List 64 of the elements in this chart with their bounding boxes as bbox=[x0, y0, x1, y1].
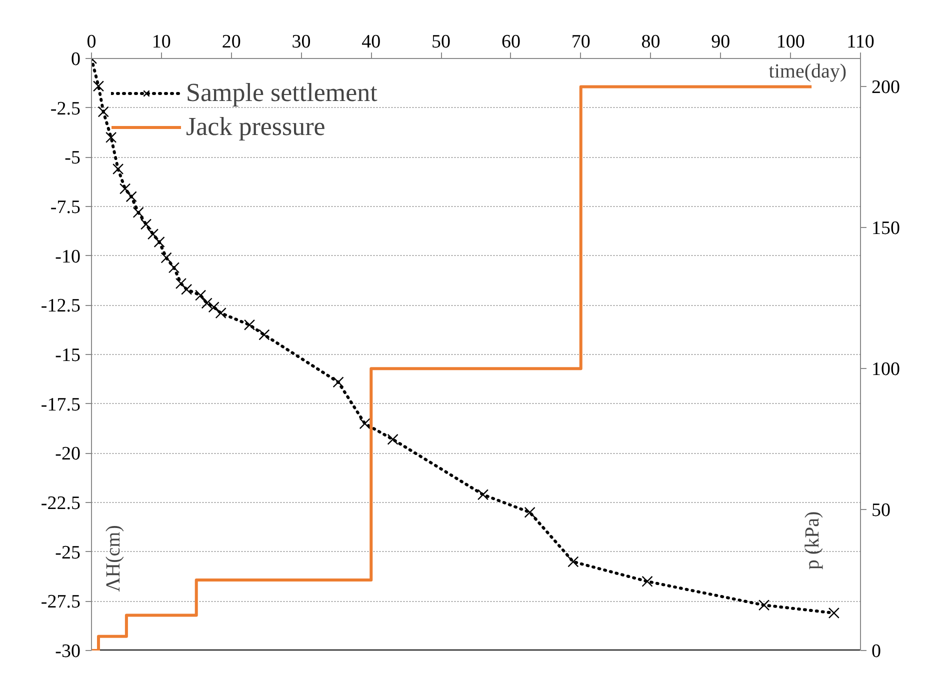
y-tick-label: -7.5 bbox=[50, 197, 80, 218]
point bbox=[120, 183, 131, 194]
point bbox=[208, 302, 220, 313]
point bbox=[387, 434, 398, 445]
point bbox=[244, 319, 256, 330]
y-tick-label: -17.5 bbox=[40, 394, 80, 416]
point bbox=[98, 106, 109, 118]
x-tick-label: 20 bbox=[222, 32, 241, 52]
x-tick-label: 40 bbox=[362, 32, 381, 52]
x-tick-label: 90 bbox=[711, 32, 730, 52]
x-axis-title: time(day) bbox=[768, 60, 847, 82]
point bbox=[126, 191, 137, 202]
point bbox=[181, 284, 192, 295]
point bbox=[92, 80, 104, 92]
point bbox=[147, 228, 159, 240]
x-tick-label: 100 bbox=[776, 32, 805, 52]
point bbox=[175, 278, 187, 290]
y-tick-label: -27.5 bbox=[40, 592, 80, 613]
point bbox=[160, 252, 172, 264]
point bbox=[201, 298, 212, 309]
x-tick-label: 10 bbox=[152, 32, 171, 52]
y2-tick-label: 150 bbox=[872, 218, 900, 240]
y-tick-label: -15 bbox=[55, 345, 80, 366]
x-tick-label: 50 bbox=[432, 32, 451, 52]
y2-tick-label: 100 bbox=[872, 359, 900, 380]
x-tick-label: 0 bbox=[86, 32, 96, 52]
x-tick-label: 80 bbox=[641, 32, 660, 52]
point bbox=[215, 308, 226, 319]
point bbox=[359, 418, 370, 430]
y-tick-label: -22.5 bbox=[40, 493, 80, 514]
point bbox=[132, 206, 144, 218]
legend-label: Jack pressure bbox=[186, 112, 326, 142]
y2-tick-label: 0 bbox=[872, 641, 881, 662]
y-tick-label: -10 bbox=[55, 246, 80, 268]
y-axis-title: ΛH(cm) bbox=[102, 525, 124, 592]
point bbox=[642, 576, 653, 587]
point bbox=[758, 600, 770, 611]
legend-label: Sample settlement bbox=[186, 78, 378, 108]
y2-tick-label: 200 bbox=[872, 77, 900, 98]
y2-tick-label: 50 bbox=[872, 500, 890, 522]
point bbox=[332, 376, 344, 388]
x-tick-label: 70 bbox=[571, 32, 590, 52]
y-tick-label: -25 bbox=[55, 542, 80, 564]
x-tick-label: 60 bbox=[501, 32, 520, 52]
point bbox=[524, 506, 536, 518]
point bbox=[568, 556, 579, 568]
y-tick-label: -2.5 bbox=[50, 98, 80, 120]
y-tick-label: -12.5 bbox=[40, 296, 80, 317]
point bbox=[195, 290, 206, 301]
point bbox=[140, 218, 152, 230]
point bbox=[154, 236, 165, 248]
point bbox=[106, 132, 117, 143]
point bbox=[477, 489, 489, 500]
point bbox=[258, 329, 270, 340]
point bbox=[828, 607, 840, 619]
point bbox=[112, 163, 124, 175]
y-tick-label: -30 bbox=[55, 641, 80, 662]
x-tick-label: 110 bbox=[846, 32, 874, 52]
y-tick-label: -20 bbox=[55, 444, 80, 465]
x-tick-label: 30 bbox=[292, 32, 311, 52]
y-tick-label: -5 bbox=[64, 148, 80, 169]
point bbox=[168, 262, 180, 274]
y2-axis-title: p (kPa) bbox=[802, 511, 824, 570]
y-tick-label: 0 bbox=[71, 49, 80, 70]
